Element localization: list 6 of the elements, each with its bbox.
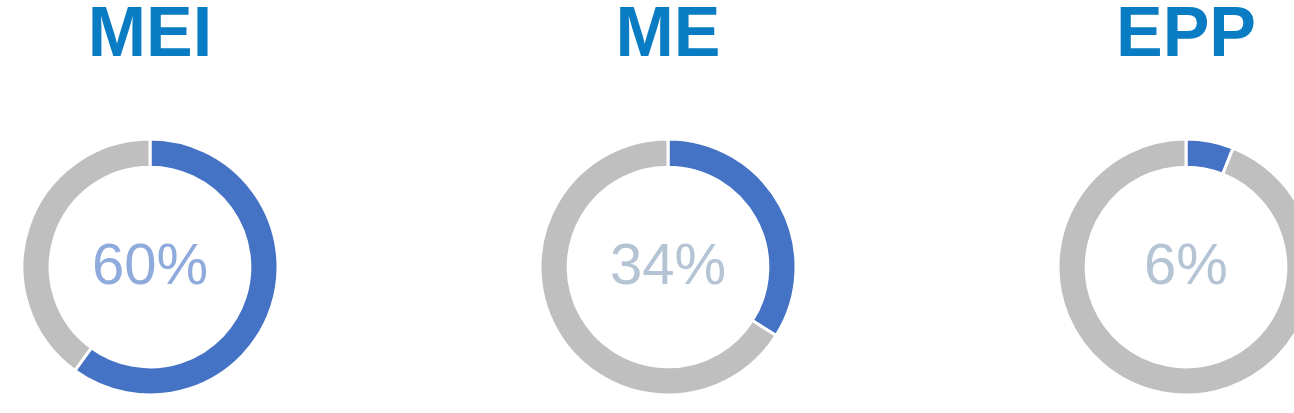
text: 34% [609,231,727,296]
chart-title: EPP [1115,0,1257,71]
text: 60% [91,231,209,296]
text: 6% [1144,231,1228,296]
chart-title: MEI [87,0,213,71]
chart-title: ME [615,0,721,71]
